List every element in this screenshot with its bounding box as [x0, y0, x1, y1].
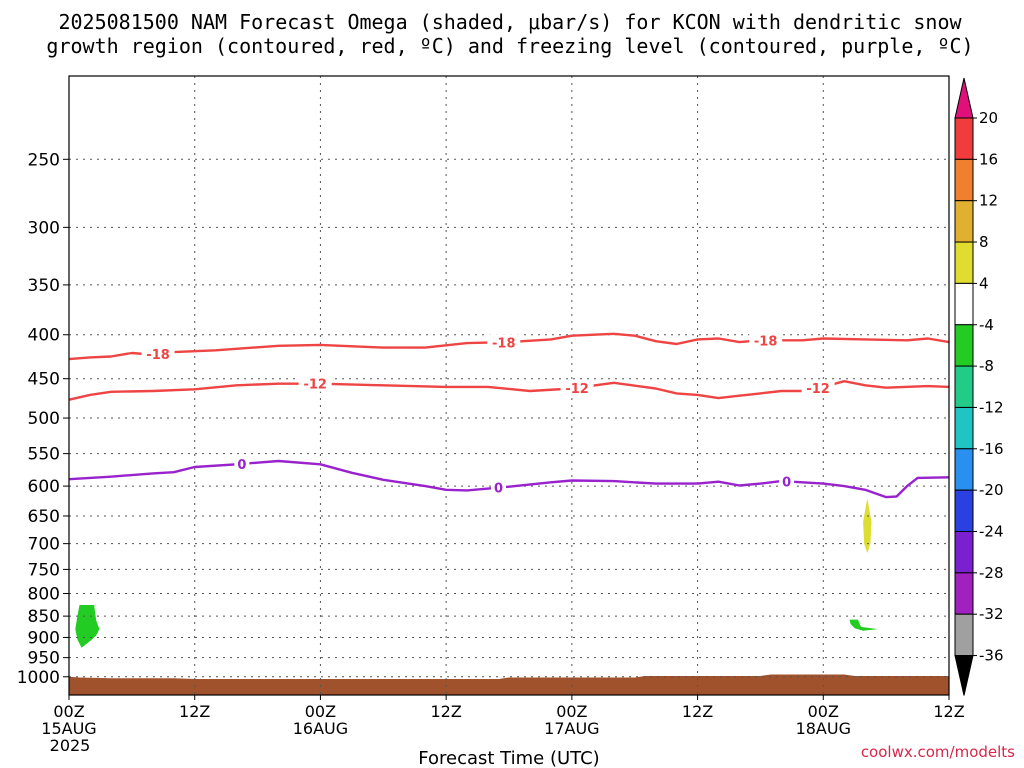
colorbar-label: -12 [979, 398, 1004, 416]
colorbar-segment [954, 489, 974, 532]
colorbar-label: -36 [979, 647, 1004, 665]
contour-label-bg [141, 346, 175, 363]
omega-shading-layer [75, 498, 878, 648]
contour-label-bg [491, 479, 507, 496]
y-axis: 2503003504004505005506006507007508008509… [17, 150, 69, 688]
y-tick-label: 750 [28, 560, 60, 580]
contour-label-bg [487, 334, 521, 351]
colorbar-label: -24 [979, 523, 1004, 541]
y-tick-label: 650 [28, 507, 60, 527]
x-tick-label: 00Z [556, 702, 587, 721]
colorbar-segment [954, 324, 974, 367]
colorbar-label: -20 [979, 481, 1004, 499]
x-tick-label: 17AUG [544, 719, 599, 738]
colorbar-label: -32 [979, 605, 1004, 623]
x-tick-label: 15AUG [41, 719, 96, 738]
y-tick-label: 300 [28, 218, 60, 238]
colorbar-label: 4 [979, 274, 989, 292]
colorbar-segment [954, 117, 974, 160]
contour-label: -12 [806, 382, 830, 397]
x-tick-label: 18AUG [796, 719, 851, 738]
colorbar-label: -8 [979, 357, 994, 375]
omega-patch-green-right [849, 619, 878, 631]
y-tick-label: 550 [28, 445, 60, 465]
colorbar-bottom-arrow [954, 655, 974, 696]
contour-label: -12 [565, 382, 589, 397]
colorbar-segment [954, 282, 974, 326]
contour-label-bg [298, 375, 332, 392]
colorbar-label: 12 [979, 192, 998, 210]
x-tick-label: 2025 [50, 736, 91, 755]
y-tick-label: 450 [28, 370, 60, 390]
x-axis-title: Forecast Time (UTC) [418, 748, 599, 768]
terrain-fill [69, 674, 949, 695]
colorbar-segment [954, 158, 974, 202]
contour-label: -18 [146, 348, 170, 363]
colorbar-label: 16 [979, 150, 998, 168]
colorbar-segment [954, 200, 974, 243]
colorbar-segment [954, 613, 974, 657]
y-tick-label: 350 [28, 276, 60, 296]
y-tick-label: 1000 [17, 668, 60, 688]
y-tick-label: 600 [28, 477, 60, 497]
x-tick-label: 00Z [53, 702, 84, 721]
colorbar: 20 16 12 8 4 -4 -8 -12 -16 -20 -24 -28 -32 -36 [954, 77, 1004, 696]
contour-label: 0 [782, 475, 791, 490]
credit-text: coolwx.com/modelts [861, 743, 1015, 761]
colorbar-segment [954, 241, 974, 284]
contour-label: 0 [494, 482, 503, 497]
colorbar-segment [954, 365, 974, 408]
y-tick-label: 700 [28, 535, 60, 555]
contour-label: -18 [492, 336, 516, 351]
chart-title-line-1: 2025081500 NAM Forecast Omega (shaded, μ… [58, 10, 962, 34]
contour-label-bg [560, 379, 594, 396]
x-tick-label: 00Z [808, 702, 839, 721]
x-tick-label: 12Z [179, 702, 210, 721]
y-tick-label: 800 [28, 584, 60, 604]
y-tick-label: 900 [28, 628, 60, 648]
contour-line-2 [68, 459, 950, 499]
colorbar-top-arrow [954, 77, 974, 119]
chart-title-line-2: growth region (contoured, red, ºC) and f… [46, 34, 973, 58]
contour-label: -18 [754, 334, 778, 349]
colorbar-segment [954, 448, 974, 491]
plot-frame [68, 75, 950, 696]
contour-layer: -18 -18 -18 -12 -12 -12 0 0 0 [68, 332, 950, 499]
colorbar-label: -4 [979, 316, 994, 334]
y-tick-label: 250 [28, 150, 60, 170]
y-tick-label: 400 [28, 326, 60, 346]
x-tick-label: 12Z [682, 702, 713, 721]
contour-label-bg [749, 332, 783, 349]
contour-label: -12 [303, 378, 327, 393]
colorbar-label: 20 [979, 109, 998, 127]
x-tick-label: 12Z [430, 702, 461, 721]
x-tick-label: 16AUG [293, 719, 348, 738]
y-tick-label: 500 [28, 409, 60, 429]
contour-label: 0 [237, 458, 246, 473]
contour-label-bg [801, 379, 835, 396]
x-tick-label: 12Z [933, 702, 964, 721]
contour-label-bg [234, 455, 250, 472]
colorbar-segment [954, 531, 974, 574]
colorbar-label: -28 [979, 564, 1004, 582]
colorbar-segment [954, 406, 974, 450]
y-tick-label: 850 [28, 607, 60, 627]
terrain-layer [69, 674, 949, 695]
omega-patch-green-left [75, 605, 100, 648]
colorbar-label: 8 [979, 233, 989, 251]
y-tick-label: 950 [28, 649, 60, 669]
contour-label-bg [779, 473, 795, 490]
colorbar-label: -16 [979, 440, 1004, 458]
colorbar-segment [954, 572, 974, 615]
x-tick-label: 00Z [305, 702, 336, 721]
omega-patch-yellow [863, 498, 872, 554]
